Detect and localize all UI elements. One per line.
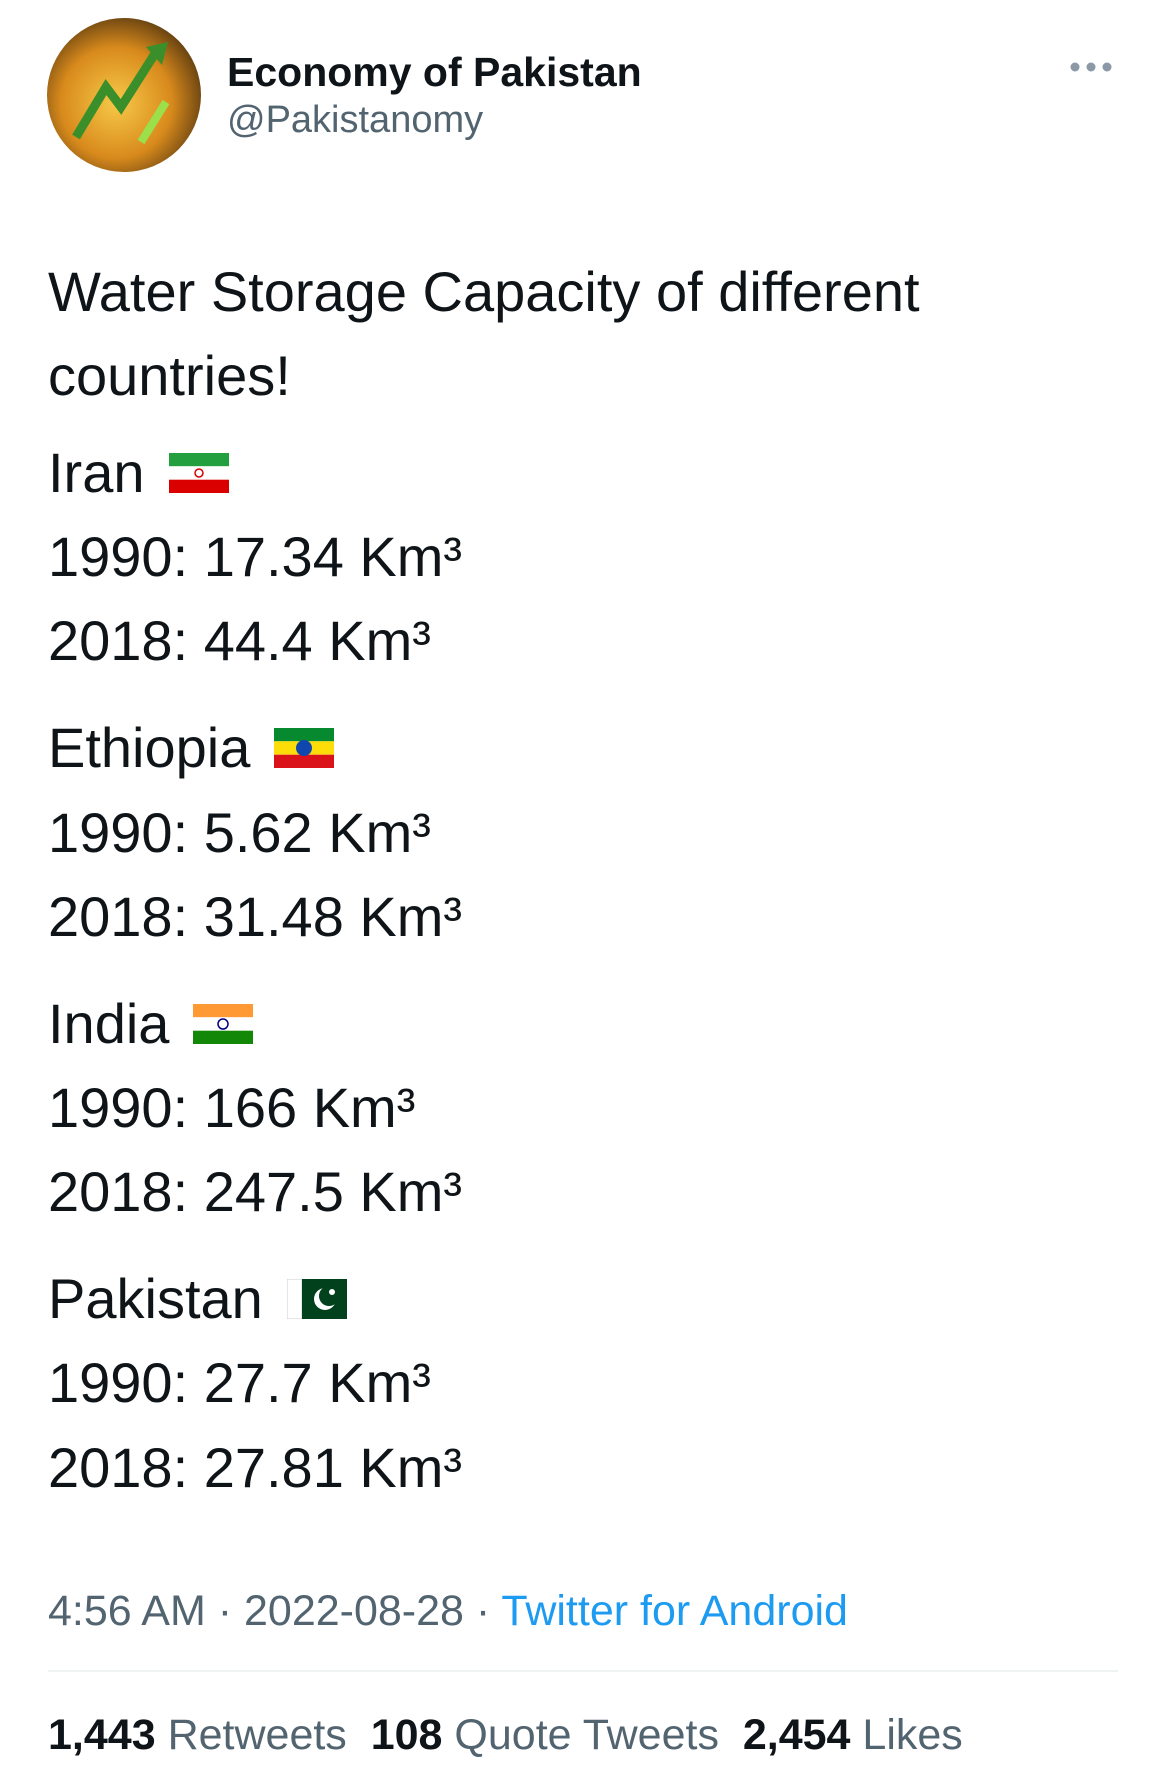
data-line: 2018: 247.5 Km³ <box>48 1160 463 1223</box>
data-line: 1990: 166 Km³ <box>48 1076 416 1139</box>
country-row: Ethiopia <box>48 716 335 779</box>
more-menu[interactable] <box>1068 60 1114 74</box>
divider <box>48 1670 1118 1672</box>
data-line: 2018: 44.4 Km³ <box>48 609 431 672</box>
country-row: Pakistan <box>48 1271 347 1327</box>
data-line: 1990: 27.7 Km³ <box>48 1351 431 1414</box>
avatar[interactable] <box>46 17 202 173</box>
stat-label: Quote Tweets <box>454 1711 719 1759</box>
account-name[interactable]: Economy of Pakistan <box>227 49 642 95</box>
quote-tweets[interactable]: 108 Quote Tweets <box>371 1711 719 1759</box>
flag <box>286 1279 347 1319</box>
data-line: 1990: 5.62 Km³ <box>48 801 431 864</box>
country-row: Iran <box>48 445 229 501</box>
data-line: 2018: 31.48 Km³ <box>48 885 463 948</box>
account-handle[interactable]: @Pakistanomy <box>227 99 484 141</box>
separator: · <box>475 1587 491 1635</box>
stat-count: 1,443 <box>48 1711 156 1759</box>
data-line: 2018: 27.81 Km³ <box>48 1436 463 1499</box>
stat-count: 108 <box>370 1711 443 1759</box>
data-line: 1990: 17.34 Km³ <box>48 525 463 588</box>
flag <box>193 1004 254 1044</box>
stat-count: 2,454 <box>742 1711 851 1759</box>
tweet-meta: 4:56 AM · 2022-08-28 · Twitter for Andro… <box>48 1590 848 1633</box>
time: 4:56 AM <box>48 1587 206 1635</box>
stat-label: Retweets <box>167 1711 347 1759</box>
country-name: Pakistan <box>48 1267 263 1330</box>
flag <box>168 453 229 493</box>
stat-label: Likes <box>862 1711 963 1759</box>
source-link[interactable]: Twitter for Android <box>501 1587 848 1635</box>
separator: · <box>217 1587 233 1635</box>
date: 2022-08-28 <box>244 1587 464 1635</box>
country-name: Iran <box>48 441 145 504</box>
country-row: India <box>48 992 254 1055</box>
country-name: India <box>48 992 170 1055</box>
stats-row: 1,443 Retweets 108 Quote Tweets 2,454 Li… <box>48 1714 963 1757</box>
tweet-title: Water Storage Capacity of different coun… <box>48 260 920 407</box>
country-name: Ethiopia <box>48 716 251 779</box>
flag <box>274 728 335 768</box>
retweets[interactable]: 1,443 Retweets <box>48 1711 347 1759</box>
likes[interactable]: 2,454 Likes <box>743 1711 963 1759</box>
